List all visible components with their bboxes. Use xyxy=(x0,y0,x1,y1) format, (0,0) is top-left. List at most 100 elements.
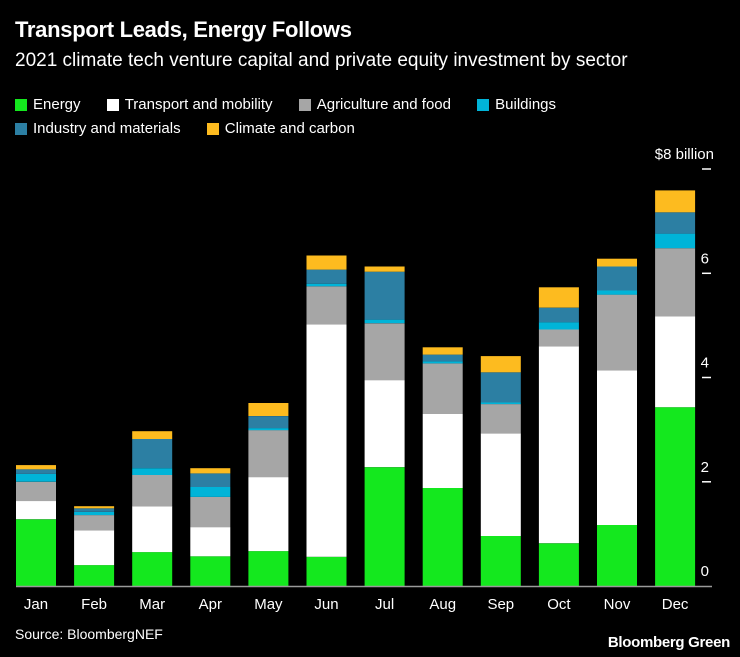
bar-segment-energy-feb xyxy=(74,565,115,586)
bar-segment-energy-may xyxy=(248,551,289,586)
x-tick-label-oct: Oct xyxy=(547,596,571,613)
bar-segment-industry-apr xyxy=(190,473,231,487)
x-tick-label-aug: Aug xyxy=(429,596,456,613)
bar-segment-transport-dec xyxy=(655,316,696,408)
chart-subtitle: 2021 climate tech venture capital and pr… xyxy=(15,50,628,71)
bar-segment-buildings-sep xyxy=(480,402,521,405)
legend-label: Agriculture and food xyxy=(316,96,451,113)
bar-segment-transport-may xyxy=(248,477,289,552)
x-tick-label-sep: Sep xyxy=(487,596,514,613)
bar-segment-agriculture-feb xyxy=(74,515,115,531)
x-tick-label-may: May xyxy=(254,596,283,613)
bar-segment-climate-aug xyxy=(422,347,463,355)
bar-segment-agriculture-dec xyxy=(655,248,696,317)
x-tick-label-apr: Apr xyxy=(199,596,222,613)
bar-segment-buildings-may xyxy=(248,428,289,431)
x-tick-label-mar: Mar xyxy=(139,596,165,613)
bar-segment-buildings-apr xyxy=(190,487,231,497)
bar-segment-climate-nov xyxy=(597,258,637,267)
x-tick-label-jan: Jan xyxy=(24,596,48,613)
bar-segment-transport-jul xyxy=(364,380,405,468)
bar-segment-agriculture-apr xyxy=(190,496,231,528)
chart-title: Transport Leads, Energy Follows xyxy=(15,17,352,42)
bar-segment-transport-feb xyxy=(74,530,115,566)
bar-segment-transport-apr xyxy=(190,527,231,557)
legend-label: Industry and materials xyxy=(33,120,181,137)
legend-item-climate: Climate and carbon xyxy=(206,118,355,140)
x-tick-label-jun: Jun xyxy=(314,596,338,613)
bar-segment-climate-apr xyxy=(190,468,231,474)
bar-segment-industry-jul xyxy=(364,271,405,320)
bar-segment-agriculture-mar xyxy=(132,475,173,507)
legend-item-buildings: Buildings xyxy=(477,94,556,116)
bar-segment-industry-dec xyxy=(655,212,696,234)
bar-segment-transport-sep xyxy=(480,433,521,536)
bar-segment-buildings-aug xyxy=(422,361,463,364)
bar-segment-energy-aug xyxy=(422,488,463,586)
bar-segment-climate-mar xyxy=(132,431,173,439)
bar-segment-climate-dec xyxy=(655,190,696,213)
bar-segment-agriculture-aug xyxy=(422,363,463,414)
bar-segment-industry-nov xyxy=(597,266,637,291)
bar-segment-industry-may xyxy=(248,416,289,429)
bar-segment-energy-jun xyxy=(306,556,347,586)
bar-segment-transport-nov xyxy=(597,370,637,525)
bar-segment-buildings-dec xyxy=(655,233,696,249)
legend-label: Buildings xyxy=(495,96,557,113)
bar-segment-energy-jan xyxy=(16,519,56,586)
bar-segment-climate-sep xyxy=(480,356,521,373)
legend-item-agriculture: Agriculture and food xyxy=(298,94,451,116)
legend-item-energy: Energy xyxy=(15,94,81,116)
brand-logo: Bloomberg Green xyxy=(607,634,730,651)
bar-segment-climate-feb xyxy=(74,506,115,509)
bar-segment-agriculture-oct xyxy=(538,329,579,347)
bar-segment-buildings-jul xyxy=(364,319,405,324)
x-tick-label-feb: Feb xyxy=(81,596,107,613)
bar-segment-energy-sep xyxy=(480,536,521,586)
legend-swatch-buildings xyxy=(477,99,490,111)
y-tick-label-4: 4 xyxy=(701,355,709,372)
source-note: Source: BloombergNEF xyxy=(15,626,163,642)
bar-segment-transport-aug xyxy=(422,414,463,488)
bar-segment-transport-jun xyxy=(306,324,347,557)
bar-segment-buildings-oct xyxy=(538,322,579,330)
bar-segment-climate-oct xyxy=(538,287,579,308)
bar-segment-energy-oct xyxy=(538,543,579,586)
bar-segment-agriculture-jan xyxy=(16,481,56,502)
bar-segment-transport-oct xyxy=(538,346,579,544)
y-tick-label-8: $8 billion xyxy=(655,146,714,163)
bar-segment-industry-oct xyxy=(538,307,579,323)
legend: Energy Transport and mobility Agricultur… xyxy=(15,94,735,142)
legend-swatch-industry xyxy=(15,123,27,135)
legend-swatch-climate xyxy=(206,123,219,135)
bar-segment-transport-mar xyxy=(132,506,173,553)
bar-segment-agriculture-jun xyxy=(306,286,347,325)
legend-swatch-energy xyxy=(15,99,27,111)
legend-item-transport: Transport and mobility xyxy=(106,94,273,116)
bar-segment-agriculture-nov xyxy=(597,294,637,371)
bar-segment-industry-mar xyxy=(132,439,173,469)
bar-segment-industry-sep xyxy=(480,372,521,403)
bar-segment-climate-jan xyxy=(16,465,56,470)
legend-swatch-transport xyxy=(106,99,119,111)
bar-segment-energy-apr xyxy=(190,556,231,586)
legend-item-industry: Industry and materials xyxy=(15,118,181,140)
bar-segment-industry-jan xyxy=(16,469,56,474)
y-tick-label-6: 6 xyxy=(701,250,709,267)
y-tick-label-2: 2 xyxy=(701,459,709,476)
bar-segment-agriculture-jul xyxy=(364,323,405,381)
x-tick-label-dec: Dec xyxy=(662,596,689,613)
legend-label: Transport and mobility xyxy=(124,96,273,113)
bar-segment-agriculture-may xyxy=(248,430,289,477)
bar-segment-climate-jul xyxy=(364,266,405,272)
bar-segment-energy-jul xyxy=(364,467,405,586)
bar-segment-industry-feb xyxy=(74,508,115,512)
bar-segment-buildings-jan xyxy=(16,473,56,482)
legend-label: Climate and carbon xyxy=(224,120,355,137)
bar-segment-industry-aug xyxy=(422,354,463,362)
bar-segment-energy-mar xyxy=(132,552,173,586)
bar-segment-transport-jan xyxy=(16,501,56,520)
bar-segment-energy-dec xyxy=(655,407,696,586)
legend-swatch-agriculture xyxy=(298,99,311,111)
